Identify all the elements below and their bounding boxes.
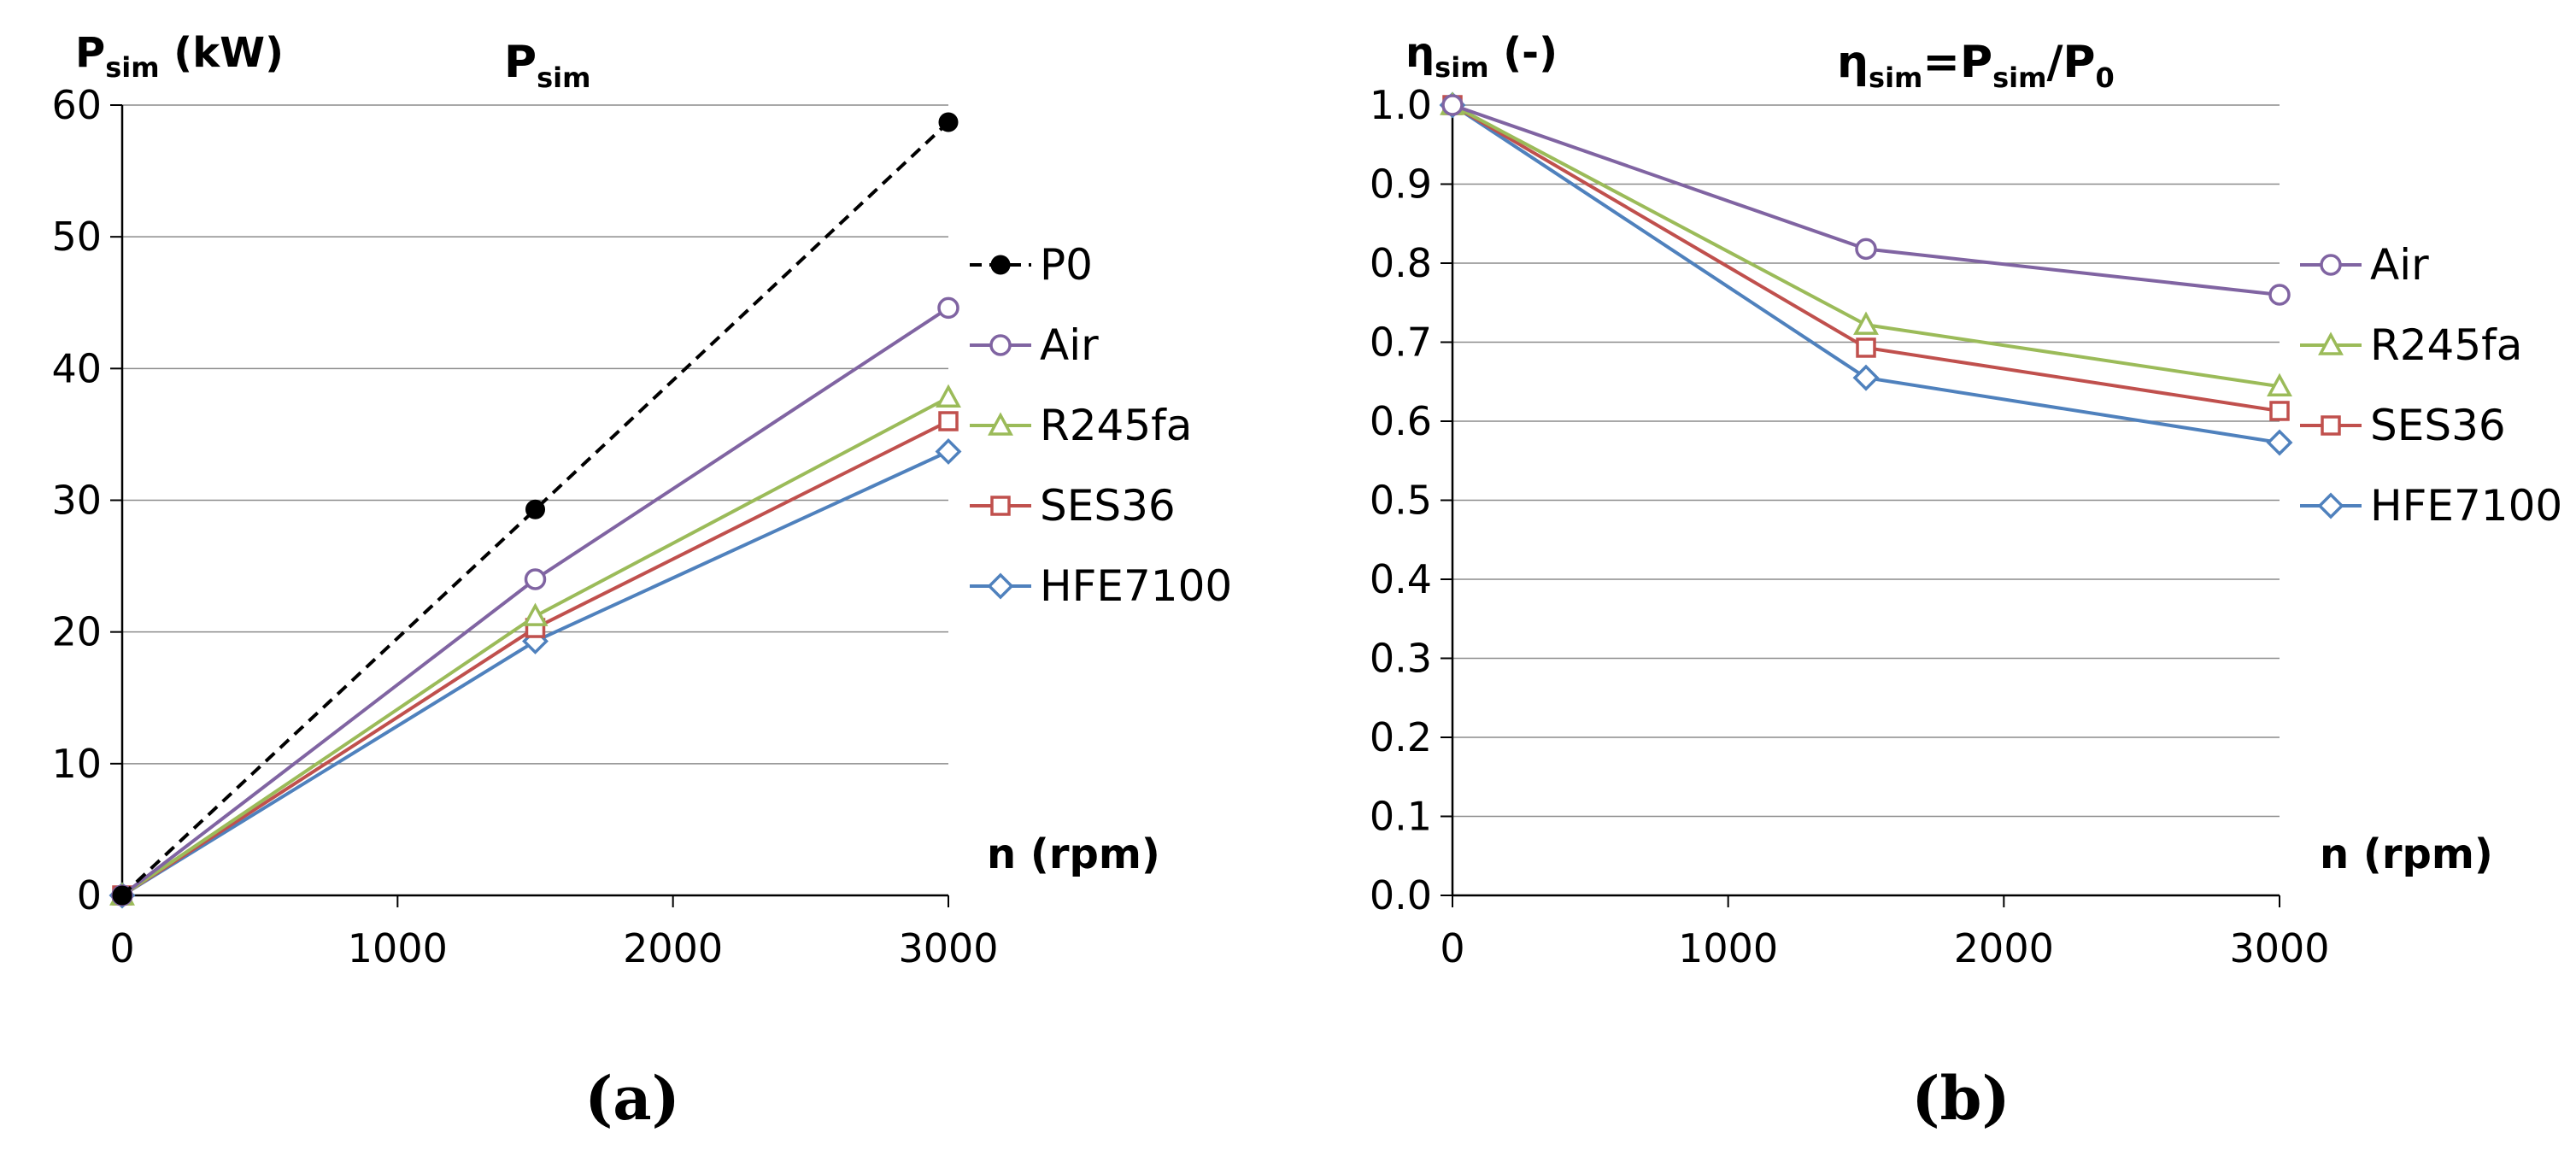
a-series-line-p0 xyxy=(120,120,950,897)
a-point-ses36 xyxy=(938,411,959,431)
b-point-r245fa xyxy=(2267,373,2292,397)
a-legend-marker-air xyxy=(989,334,1012,356)
chart-a-title: Psim xyxy=(504,37,590,94)
b-point-r245fa xyxy=(1853,311,1879,335)
chart-power: Psim Psim (kW) n (rpm) (a) 0 10 20 30 40 50 60… xyxy=(51,29,1232,1134)
a-legend-label-ses36: SES36 xyxy=(1040,481,1176,531)
b-legend-marker-hfe7100 xyxy=(2317,492,2344,519)
chart-a-gridlines xyxy=(122,104,948,765)
b-y-tick-label: 0.2 xyxy=(1370,714,1432,760)
b-y-tick-label: 0.4 xyxy=(1370,556,1432,602)
a-point-hfe7100 xyxy=(935,437,962,465)
b-point-ses36 xyxy=(2269,401,2290,421)
b-y-tick-label: 0.5 xyxy=(1370,478,1432,524)
a-legend-label-air: Air xyxy=(1040,320,1099,370)
b-legend-marker-air xyxy=(2320,254,2342,276)
b-point-air xyxy=(1855,238,1877,261)
chart-b-axes xyxy=(1441,104,2280,907)
a-y-tick-label: 0 xyxy=(77,872,102,918)
a-y-tick-label: 30 xyxy=(51,478,102,524)
b-x-tick-label: 3000 xyxy=(2229,925,2329,971)
a-x-tick-label: 3000 xyxy=(898,925,998,971)
a-point-p0 xyxy=(112,885,132,906)
b-point-hfe7100 xyxy=(1852,364,1880,391)
chart-b-legend: Air R245fa SES36 HFE7100 xyxy=(2300,240,2562,531)
b-y-tick-label: 0.3 xyxy=(1370,636,1432,682)
chart-a-y-axis-label: Psim (kW) xyxy=(75,29,284,84)
chart-a-x-axis-label: n (rpm) xyxy=(987,830,1160,878)
b-legend-marker-r245fa xyxy=(2318,332,2344,355)
b-point-hfe7100 xyxy=(2266,429,2293,456)
a-point-p0 xyxy=(525,499,545,519)
b-y-tick-label: 0.7 xyxy=(1370,320,1432,366)
chart-efficiency: ηsim=Psim/P0 ηsim (-) n (rpm) (b) 0.0 0.1… xyxy=(1370,29,2562,1134)
a-point-p0 xyxy=(938,112,959,132)
b-y-tick-label: 0.8 xyxy=(1370,240,1432,286)
a-point-r245fa xyxy=(522,602,549,626)
a-y-tick-label: 50 xyxy=(51,214,102,260)
a-legend-marker-ses36 xyxy=(990,496,1011,516)
a-y-tick-label: 60 xyxy=(51,82,102,128)
b-x-tick-label: 2000 xyxy=(1954,925,2054,971)
b-y-tick-label: 0.6 xyxy=(1370,398,1432,444)
a-legend-label-p0: P0 xyxy=(1040,240,1093,290)
b-y-tick-label: 0.0 xyxy=(1370,872,1432,918)
b-x-tick-label: 0 xyxy=(1440,925,1464,971)
chart-a-panel-label: (a) xyxy=(584,1063,680,1134)
b-x-tick-label: 1000 xyxy=(1678,925,1778,971)
a-x-tick-label: 1000 xyxy=(348,925,448,971)
chart-b-panel-label: (b) xyxy=(1911,1063,2010,1134)
b-legend-label-r245fa: R245fa xyxy=(2370,320,2522,370)
b-y-tick-label: 0.9 xyxy=(1370,161,1432,208)
chart-b-tick-labels: 0.0 0.1 0.2 0.3 0.4 0.5 0.6 0.7 0.8 0.9 1.0 0 1000 20… xyxy=(1370,82,2330,971)
a-x-tick-label: 0 xyxy=(109,925,134,971)
a-legend-marker-r245fa xyxy=(988,412,1013,436)
b-legend-label-air: Air xyxy=(2370,240,2429,290)
a-y-tick-label: 40 xyxy=(51,345,102,391)
b-legend-marker-ses36 xyxy=(2321,415,2341,436)
a-y-tick-label: 20 xyxy=(51,609,102,655)
a-series-line-air xyxy=(120,306,950,897)
a-legend-marker-p0 xyxy=(990,255,1011,275)
chart-b-gridlines xyxy=(1452,104,2280,818)
a-x-tick-label: 2000 xyxy=(623,925,723,971)
chart-a-series xyxy=(109,112,962,909)
a-series-line-ses36 xyxy=(120,420,949,897)
chart-a-legend: P0 Air R245fa SES36 HFE7100 xyxy=(970,240,1232,611)
a-legend-label-r245fa: R245fa xyxy=(1040,401,1192,450)
a-y-tick-label: 10 xyxy=(51,741,102,787)
b-y-tick-label: 1.0 xyxy=(1370,82,1432,128)
chart-b-title: ηsim=Psim/P0 xyxy=(1837,37,2115,94)
a-legend-marker-hfe7100 xyxy=(987,572,1014,600)
b-point-air xyxy=(2268,284,2291,306)
a-point-air xyxy=(937,296,959,320)
b-legend-label-hfe7100: HFE7100 xyxy=(2370,481,2562,531)
chart-a-tick-labels: 0 10 20 30 40 50 60 0 1000 2000 3000 xyxy=(51,82,998,971)
b-point-ses36 xyxy=(1856,337,1876,358)
chart-b-series xyxy=(1439,91,2293,456)
a-legend-label-hfe7100: HFE7100 xyxy=(1040,561,1232,611)
b-y-tick-label: 0.1 xyxy=(1370,794,1432,840)
b-legend-label-ses36: SES36 xyxy=(2370,401,2506,450)
chart-b-x-axis-label: n (rpm) xyxy=(2320,830,2493,878)
a-point-air xyxy=(524,568,547,590)
b-series-line-air xyxy=(1452,103,2280,296)
a-point-r245fa xyxy=(936,384,961,408)
chart-b-y-axis-label: ηsim (-) xyxy=(1405,29,1558,84)
b-point-air xyxy=(1441,94,1464,116)
